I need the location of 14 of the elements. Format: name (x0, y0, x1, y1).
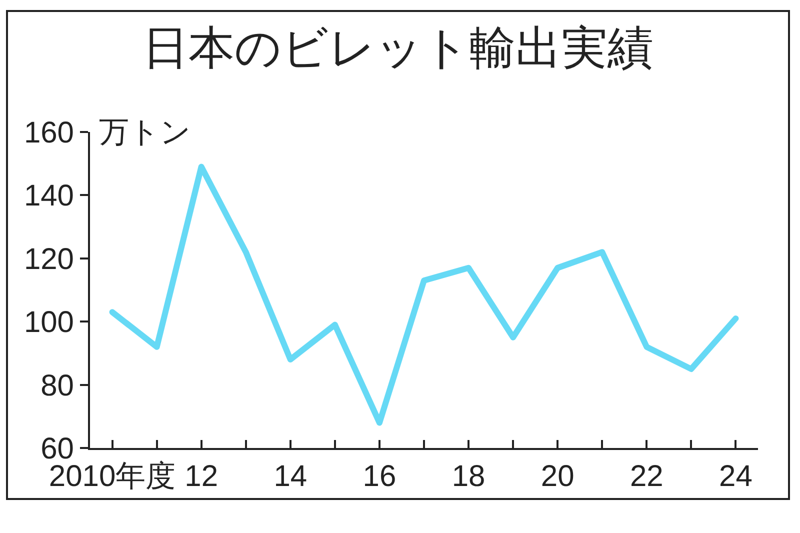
y-tick-label: 140 (24, 180, 74, 213)
x-tick-label: 24 (719, 460, 752, 493)
x-tick-label: 16 (362, 460, 396, 493)
x-tick-label: 14 (274, 460, 308, 493)
x-tick-label: 18 (452, 460, 486, 493)
y-tick-label: 100 (24, 306, 74, 340)
y-axis-title: 万トン (99, 116, 191, 149)
x-tick-label: 22 (630, 460, 664, 493)
x-tick-label: 20 (540, 460, 574, 493)
y-tick-label: 120 (24, 242, 74, 276)
y-tick-label: 80 (40, 369, 74, 402)
chart-title: 日本のビレット輸出実績 (142, 22, 654, 74)
y-tick-label: 160 (24, 116, 74, 150)
x-tick-label: 12 (184, 460, 218, 493)
